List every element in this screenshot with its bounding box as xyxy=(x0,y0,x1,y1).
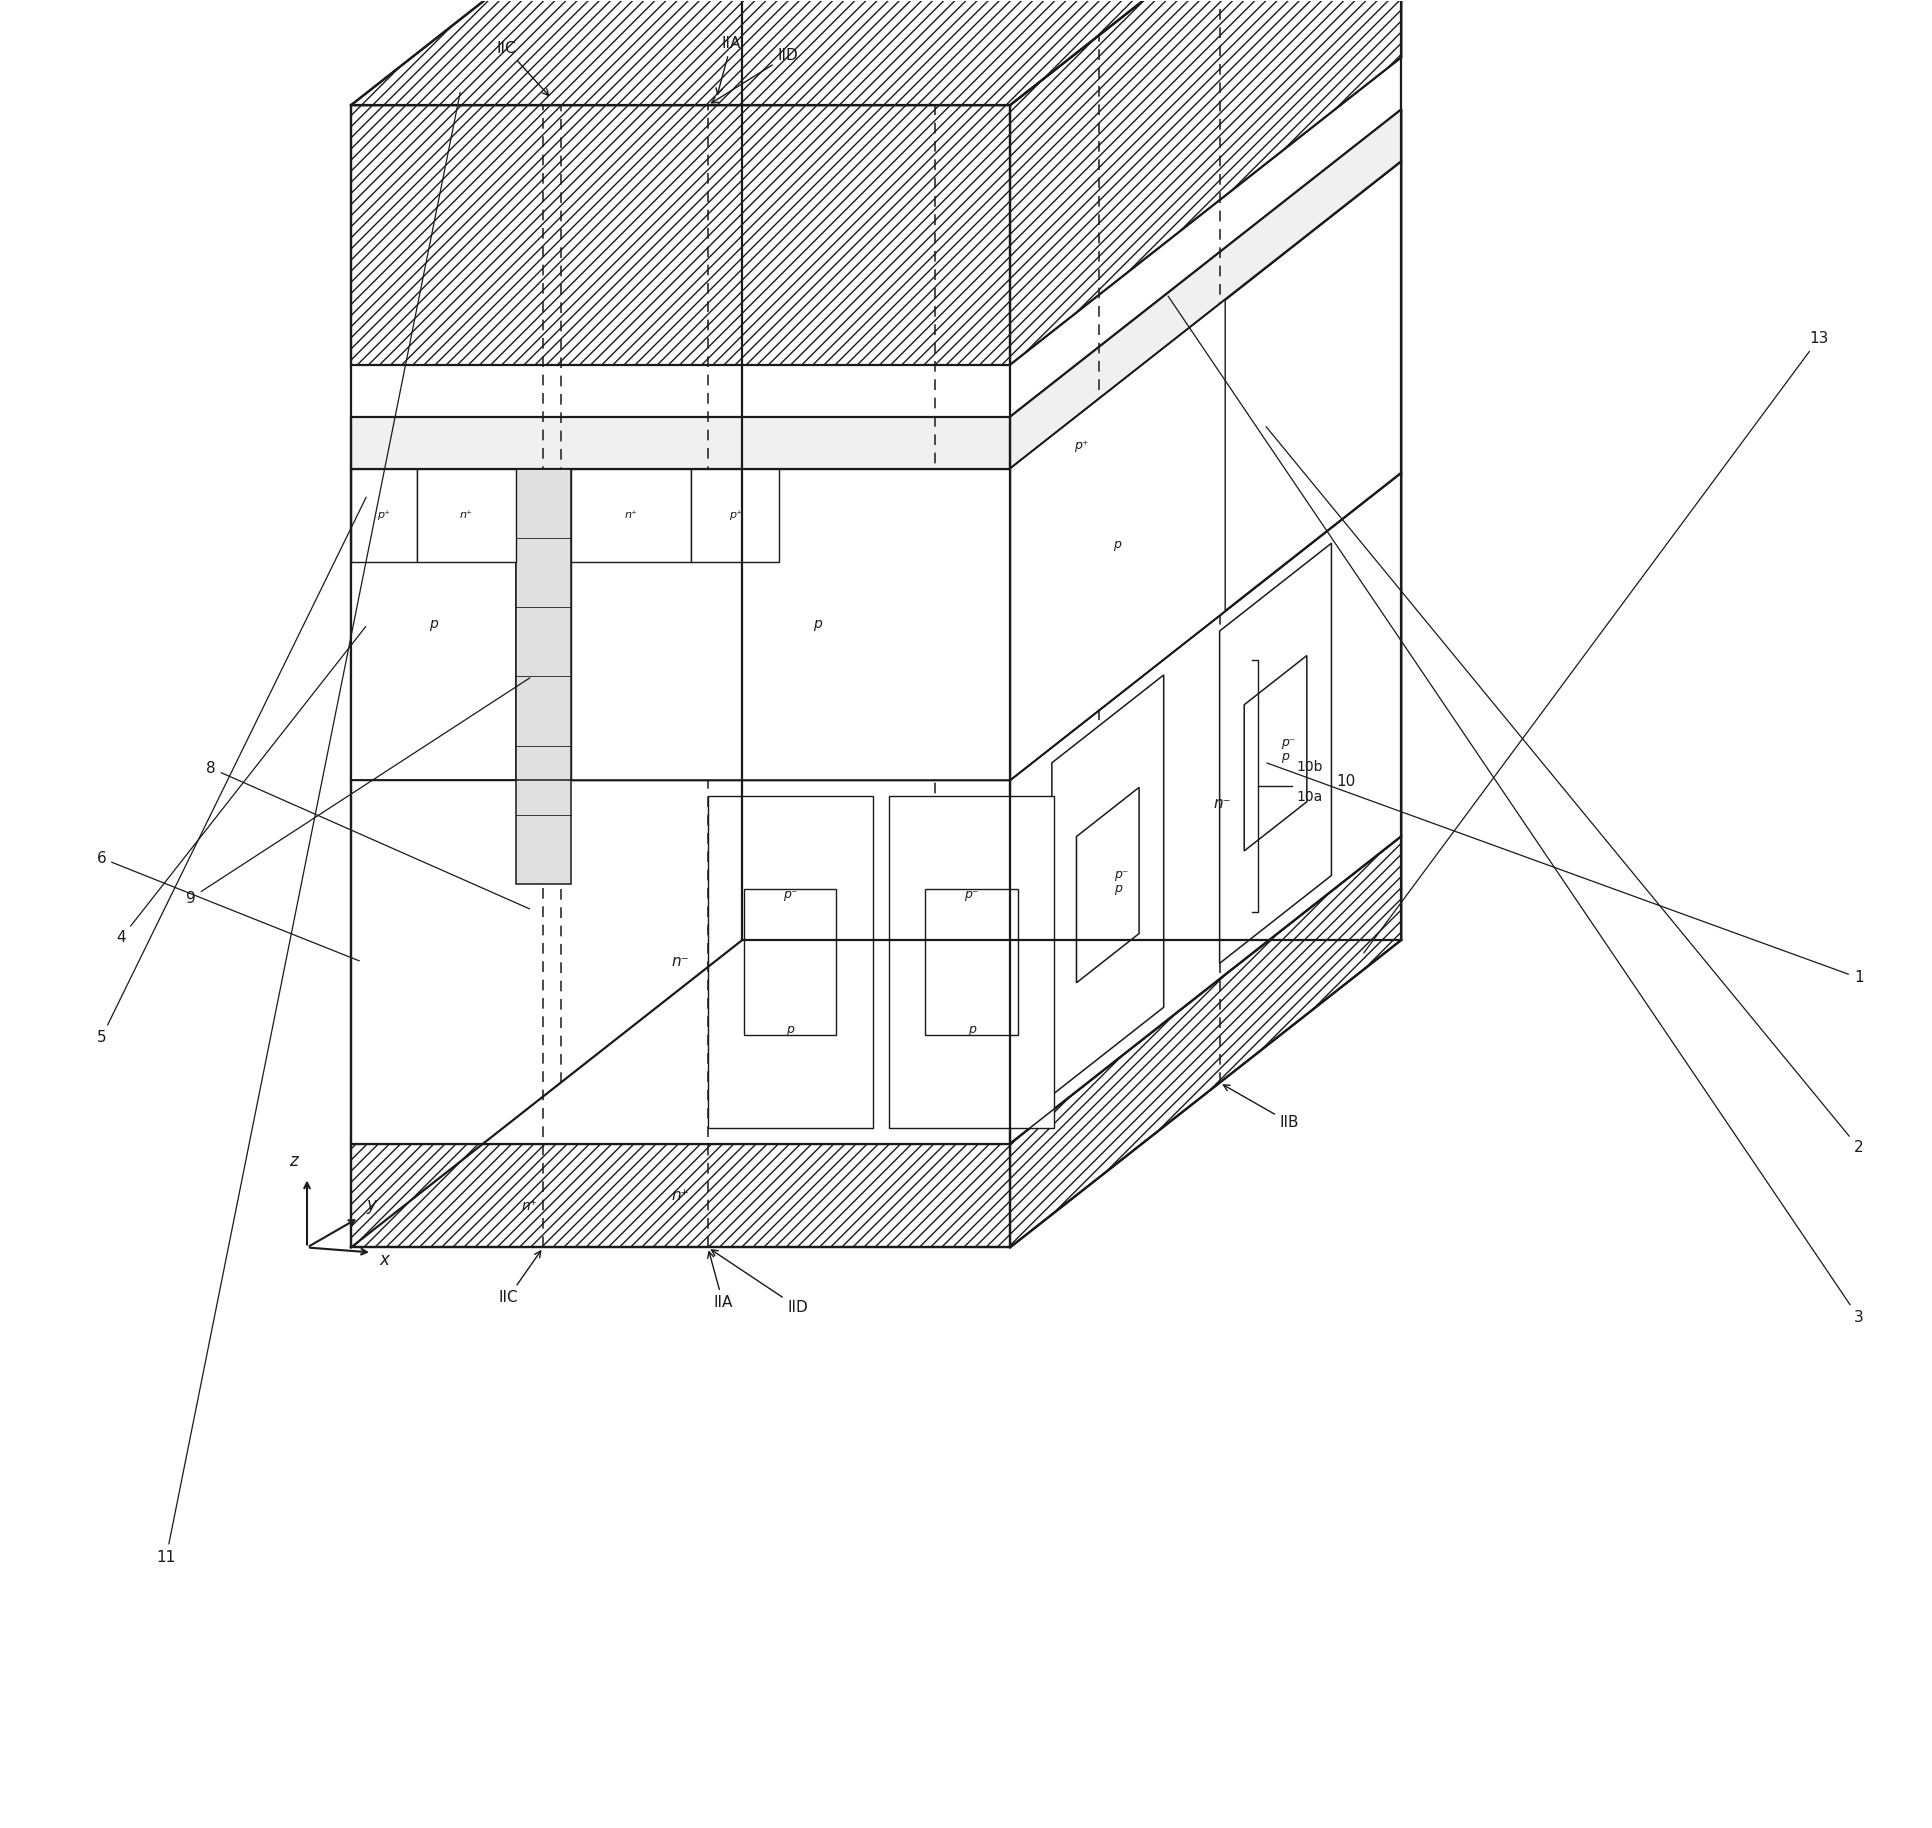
Polygon shape xyxy=(1219,543,1331,963)
Polygon shape xyxy=(1009,473,1401,1144)
Text: IIC: IIC xyxy=(497,42,549,95)
Text: n⁺: n⁺ xyxy=(522,1199,537,1214)
Text: p: p xyxy=(786,1024,794,1036)
Polygon shape xyxy=(570,468,692,563)
Text: 2: 2 xyxy=(1265,426,1862,1155)
Text: 10: 10 xyxy=(1335,775,1354,790)
Text: n⁻: n⁻ xyxy=(670,954,690,969)
Text: p: p xyxy=(1113,883,1121,896)
Text: 8: 8 xyxy=(207,760,529,909)
Polygon shape xyxy=(925,888,1016,1035)
Polygon shape xyxy=(352,781,1009,1144)
Text: p⁺: p⁺ xyxy=(1072,439,1088,452)
Polygon shape xyxy=(352,106,1009,366)
Text: n⁺: n⁺ xyxy=(624,510,638,521)
Text: n⁻: n⁻ xyxy=(1213,797,1231,812)
Text: 11: 11 xyxy=(156,93,460,1565)
Text: x: x xyxy=(381,1252,390,1269)
Polygon shape xyxy=(692,468,779,563)
Text: n⁺: n⁺ xyxy=(670,1188,690,1203)
Polygon shape xyxy=(1244,656,1306,852)
Text: IID: IID xyxy=(711,1250,808,1314)
Polygon shape xyxy=(352,468,1009,781)
Polygon shape xyxy=(352,468,516,781)
Text: IIC: IIC xyxy=(498,1250,541,1305)
Text: p: p xyxy=(968,1024,976,1036)
Text: 3: 3 xyxy=(1167,296,1862,1325)
Text: p⁺: p⁺ xyxy=(728,510,742,521)
Text: p: p xyxy=(1281,749,1289,764)
Text: 9: 9 xyxy=(185,678,529,905)
Polygon shape xyxy=(1009,161,1401,781)
Text: 4: 4 xyxy=(116,627,365,945)
Text: IIA: IIA xyxy=(707,1252,732,1311)
Text: y: y xyxy=(367,1196,377,1214)
Polygon shape xyxy=(516,468,570,885)
Text: p: p xyxy=(429,618,437,631)
Polygon shape xyxy=(570,468,1009,781)
Text: 10b: 10b xyxy=(1296,760,1321,775)
Polygon shape xyxy=(1009,0,1401,366)
Text: n⁺: n⁺ xyxy=(460,510,473,521)
Polygon shape xyxy=(417,468,516,563)
Text: 6: 6 xyxy=(97,850,359,962)
Polygon shape xyxy=(1009,110,1401,468)
Text: 1: 1 xyxy=(1265,762,1862,985)
Polygon shape xyxy=(1009,835,1401,1247)
Polygon shape xyxy=(1051,675,1163,1095)
Text: IID: IID xyxy=(711,48,798,102)
Text: z: z xyxy=(290,1152,298,1170)
Text: IIA: IIA xyxy=(715,37,740,95)
Text: IIB: IIB xyxy=(1223,1084,1298,1130)
Text: p: p xyxy=(813,618,821,631)
Text: p⁻: p⁻ xyxy=(1281,737,1294,749)
Polygon shape xyxy=(744,888,837,1035)
Text: 13: 13 xyxy=(1364,331,1828,952)
Text: p⁻: p⁻ xyxy=(964,888,978,901)
Text: 5: 5 xyxy=(97,497,365,1046)
Polygon shape xyxy=(1009,300,1225,781)
Text: 10a: 10a xyxy=(1296,790,1321,804)
Text: p⁻: p⁻ xyxy=(782,888,798,901)
Polygon shape xyxy=(352,1144,1009,1247)
Polygon shape xyxy=(1076,788,1138,983)
Text: p: p xyxy=(1113,537,1121,550)
Polygon shape xyxy=(352,417,1009,468)
Polygon shape xyxy=(352,835,1401,1144)
Polygon shape xyxy=(352,468,417,563)
Polygon shape xyxy=(889,795,1053,1128)
Text: p⁺: p⁺ xyxy=(377,510,390,521)
Polygon shape xyxy=(352,0,1401,106)
Text: p⁻: p⁻ xyxy=(1113,868,1128,881)
Polygon shape xyxy=(707,795,871,1128)
